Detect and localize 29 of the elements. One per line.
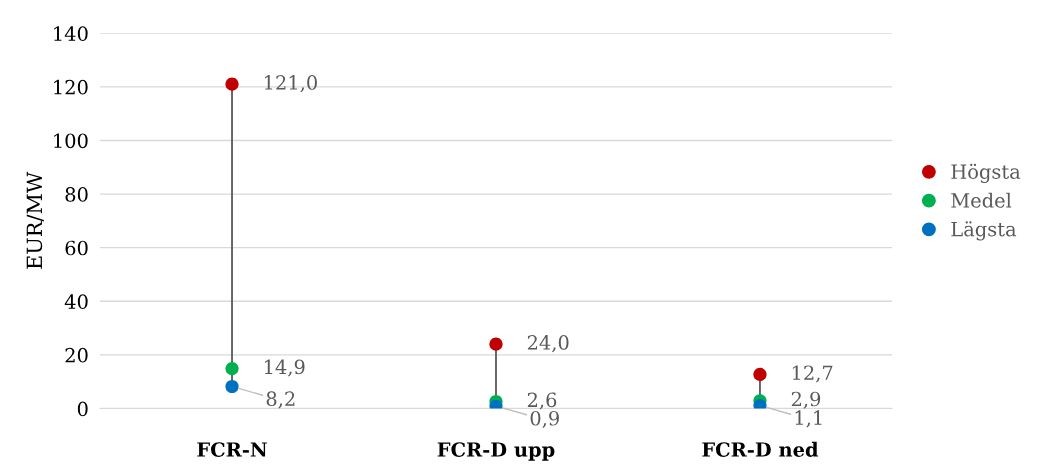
legend-label: Lägsta [951,221,1017,241]
point [753,367,767,382]
y-tick-label: 80 [65,187,88,202]
data-label: 121,0 [264,75,317,93]
y-tick-label: 140 [54,26,88,41]
y-tick-label: 120 [54,79,88,95]
y-tick-label: 60 [65,240,88,256]
y-tick-label: 40 [64,294,88,309]
legend-label: Högsta [951,163,1021,183]
data-label: 14,9 [264,359,305,377]
data-label: 2,9 [791,391,821,409]
y-axis-title: EUR/MW [26,171,44,269]
point [225,379,239,394]
legend-label: Medel [951,192,1012,208]
x-tick-label: FCR-D ned [702,441,819,457]
data-label: 8,2 [266,391,295,409]
y-tick-label: 0 [77,401,88,417]
x-tick-label: FCR-D upp [437,442,555,461]
x-tick-label: FCR-N [197,442,267,457]
data-label: 1,1 [795,410,822,428]
data-label: 2,6 [527,392,557,410]
y-tick-label: 100 [54,133,88,149]
y-tick-label: 20 [65,347,88,363]
point [225,77,239,91]
data-label: 12,7 [792,365,833,383]
data-label: 0,9 [530,410,559,428]
point [225,361,239,376]
data-label: 24,0 [527,335,569,353]
point [489,337,503,351]
